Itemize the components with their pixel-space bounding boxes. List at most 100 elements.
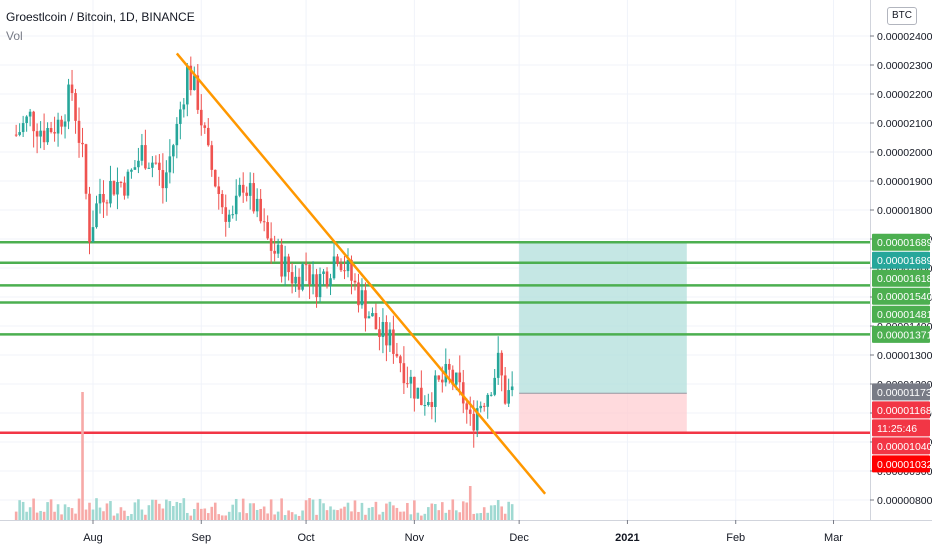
candle-body xyxy=(259,198,262,222)
candle-body xyxy=(318,273,322,298)
volume-bar xyxy=(374,501,378,520)
volume-bar xyxy=(399,511,402,520)
volume-bar xyxy=(507,501,510,520)
candle-body xyxy=(245,192,248,196)
candle-body xyxy=(238,184,242,196)
volume-bar xyxy=(454,510,458,520)
volume-bar xyxy=(301,510,304,520)
volume-bar xyxy=(70,508,74,520)
horizontal-levels[interactable] xyxy=(0,240,870,434)
candle-body xyxy=(454,372,458,385)
volume-bar xyxy=(161,508,165,520)
candle-body xyxy=(32,111,35,132)
price-tag-box xyxy=(872,419,930,437)
volume-bar xyxy=(56,504,60,520)
y-tick-label: 0.00000800 xyxy=(877,495,932,507)
candle-body xyxy=(360,290,364,306)
candle-body xyxy=(25,116,28,124)
candle-body xyxy=(151,162,154,168)
volume-bar xyxy=(385,503,388,520)
candle-body xyxy=(287,256,290,273)
candle-body xyxy=(18,132,21,135)
candle-body xyxy=(290,272,294,284)
candle-body xyxy=(441,379,444,383)
volume-bar xyxy=(427,507,430,520)
volume-bar xyxy=(220,515,224,520)
volume-bar xyxy=(252,503,255,520)
candle-body xyxy=(255,198,259,212)
price-tag-box xyxy=(872,401,930,419)
candle-body xyxy=(102,193,105,203)
candle-body xyxy=(35,131,39,137)
volume-bar xyxy=(14,511,18,520)
volume-bar xyxy=(447,509,451,520)
volume-bar xyxy=(388,501,392,520)
candle-body xyxy=(430,402,434,407)
candle-body xyxy=(420,387,423,406)
volume-bar xyxy=(283,515,287,520)
candle-body xyxy=(496,352,500,378)
x-tick-label: Dec xyxy=(509,532,529,544)
candle-body xyxy=(269,238,273,251)
volume-bar xyxy=(325,510,329,520)
volume-bar xyxy=(158,503,161,520)
volume-bar xyxy=(311,499,315,520)
volume-bar xyxy=(189,515,193,520)
volume-bar xyxy=(346,502,350,520)
candle-body xyxy=(409,376,413,384)
candle-body xyxy=(343,270,346,272)
currency-badge[interactable]: BTC xyxy=(887,7,917,25)
volume-bar xyxy=(413,500,416,520)
candle-body xyxy=(416,387,420,399)
volume-bar xyxy=(144,514,147,520)
x-tick-label: Feb xyxy=(726,532,745,544)
candle-body xyxy=(311,274,315,285)
candle-body xyxy=(434,375,437,407)
y-tick-label: 0.00001800 xyxy=(877,205,932,217)
volume-bar xyxy=(392,505,395,520)
candle-body xyxy=(392,329,395,354)
candle-body xyxy=(60,119,63,127)
candle-body xyxy=(336,256,339,264)
volume-bar xyxy=(315,514,318,520)
volume-bar xyxy=(105,503,109,520)
candle-body xyxy=(364,290,367,319)
candle-body xyxy=(172,145,175,157)
volume-bar xyxy=(21,501,25,520)
candle-body xyxy=(179,109,182,124)
volume-bar xyxy=(308,498,311,520)
y-tick-label: 0.00001900 xyxy=(877,176,932,188)
price-tags: 0.00001689 0.00001689 0.00001618 0.00001540… xyxy=(872,233,932,473)
volume-bar xyxy=(336,510,339,520)
volume-bar xyxy=(468,486,472,520)
grid xyxy=(0,0,870,520)
volume-bar xyxy=(241,498,245,520)
trendline[interactable] xyxy=(175,52,547,495)
candle-body xyxy=(161,170,165,189)
price-tag-label: 0.00001689 xyxy=(877,255,932,267)
candle-body xyxy=(49,128,53,133)
time-axis[interactable]: Aug Sep Oct Nov Dec 2021 Feb Mar xyxy=(83,520,843,544)
candle-body xyxy=(123,182,126,196)
price-tag-label: 0.00001040 xyxy=(877,441,932,453)
price-tag-label: 0.00001032 xyxy=(877,459,932,471)
candle-body xyxy=(458,372,462,383)
volume-bar xyxy=(357,511,360,520)
candle-body xyxy=(168,156,172,173)
candle-body xyxy=(84,144,88,194)
candle-body xyxy=(447,363,451,370)
candle-body xyxy=(28,111,32,117)
x-tick-label: 2021 xyxy=(615,532,639,544)
price-tag-label: 0.00001540 xyxy=(877,291,932,303)
candle-body xyxy=(189,65,193,91)
volume-bar xyxy=(367,507,371,520)
candle-body xyxy=(192,75,196,91)
candle-body xyxy=(322,271,325,274)
volume-bar xyxy=(154,499,158,520)
candle-body xyxy=(350,259,353,281)
candle-body xyxy=(357,282,360,306)
volume-bar xyxy=(217,514,221,520)
long-position-tool[interactable] xyxy=(519,242,687,433)
candle-body xyxy=(413,376,416,399)
